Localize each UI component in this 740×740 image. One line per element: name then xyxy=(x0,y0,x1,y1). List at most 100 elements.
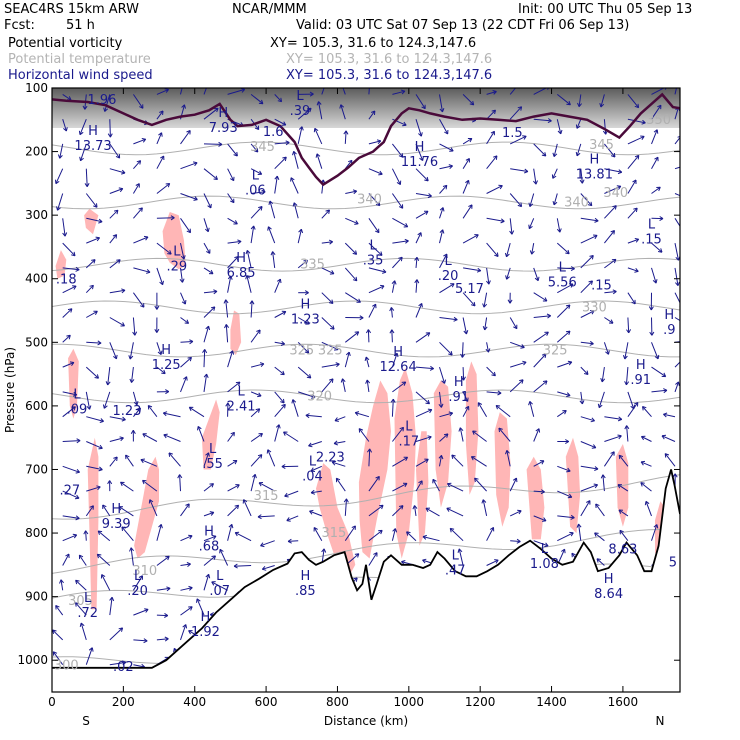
wind-arrow xyxy=(86,237,100,244)
wind-arrowhead xyxy=(351,525,356,530)
wind-arrow xyxy=(62,465,80,473)
wind-arrowhead xyxy=(94,374,99,379)
wind-arrow xyxy=(462,158,470,169)
wind-arrowhead xyxy=(380,284,385,290)
wind-arrow xyxy=(506,450,511,467)
wind-arrowhead xyxy=(565,330,571,336)
wind-arrowhead xyxy=(266,449,272,454)
wind-arrowhead xyxy=(213,175,218,180)
wind-arrowhead xyxy=(116,259,121,264)
wind-arrowhead xyxy=(259,362,265,367)
wind-arrow xyxy=(305,414,322,418)
wind-arrowhead xyxy=(399,426,404,432)
wind-arrowhead xyxy=(209,483,214,488)
wind-arrow xyxy=(342,378,346,393)
wind-arrowhead xyxy=(233,151,238,157)
wind-arrow xyxy=(156,217,175,219)
pv-region xyxy=(494,412,511,527)
wind-arrowhead xyxy=(121,416,126,422)
wind-arrowhead xyxy=(228,523,234,529)
wind-arrowhead xyxy=(657,104,662,110)
wind-arrowhead xyxy=(541,152,547,157)
extremum-type: H xyxy=(589,152,599,167)
wind-arrow xyxy=(578,523,582,541)
wind-arrowhead xyxy=(159,280,164,286)
wind-arrow xyxy=(156,614,168,617)
wind-arrowhead xyxy=(443,433,449,438)
wind-arrowhead xyxy=(96,485,101,491)
wind-arrow xyxy=(617,484,629,492)
wind-arrowhead xyxy=(316,101,322,106)
wind-arrowhead xyxy=(256,329,261,334)
wind-arrowhead xyxy=(448,164,453,169)
pv-region xyxy=(87,437,99,610)
wind-arrowhead xyxy=(663,388,668,394)
wind-arrowhead xyxy=(93,203,98,208)
wind-arrowhead xyxy=(79,622,85,628)
wind-arrowhead xyxy=(206,249,211,254)
wind-arrow xyxy=(557,532,574,542)
wind-arrowhead xyxy=(120,322,125,327)
wind-arrowhead xyxy=(188,606,193,611)
wind-arrowhead xyxy=(544,331,549,336)
wind-arrowhead xyxy=(254,125,260,131)
wind-arrowhead xyxy=(417,232,422,237)
wind-arrowhead xyxy=(470,456,476,461)
wind-arrowhead xyxy=(161,369,166,375)
wind-arrow xyxy=(392,505,404,517)
wind-arrow xyxy=(439,229,444,244)
wind-arrow xyxy=(498,427,511,442)
wind-arrow xyxy=(86,310,98,318)
wind-arrow xyxy=(75,602,87,616)
wind-arrow xyxy=(203,535,217,542)
wind-arrowhead xyxy=(552,152,558,157)
wind-arrowhead xyxy=(219,548,224,554)
wind-arrow xyxy=(251,191,266,194)
wind-arrow xyxy=(250,454,263,467)
wind-arrow xyxy=(510,341,525,348)
wind-arrowhead xyxy=(529,250,535,255)
wind-arrowhead xyxy=(307,107,312,113)
wind-arrow xyxy=(62,406,76,418)
wind-arrowhead xyxy=(634,154,640,160)
wind-arrow xyxy=(203,555,216,566)
wind-arrowhead xyxy=(661,434,667,440)
wind-arrowhead xyxy=(439,207,445,212)
wind-arrowhead xyxy=(586,500,591,505)
wind-arrowhead xyxy=(118,506,124,511)
wind-arrowhead xyxy=(442,184,448,190)
wind-arrow xyxy=(227,504,239,517)
wind-arrowhead xyxy=(354,553,360,558)
wind-arrow xyxy=(580,193,593,207)
valid-time: Valid: 03 UTC Sat 07 Sep 13 (22 CDT Fri … xyxy=(296,18,630,33)
wind-arrowhead xyxy=(596,558,602,563)
wind-arrowhead xyxy=(642,406,647,411)
extremum-type: H xyxy=(201,610,211,625)
x-tick-label: 800 xyxy=(326,695,349,709)
wind-arrow xyxy=(62,285,77,294)
wind-arrow xyxy=(449,528,464,542)
wind-arrowhead xyxy=(632,179,637,184)
extremum-type: L xyxy=(173,245,181,260)
wind-arrowhead xyxy=(352,250,358,255)
wind-arrowhead xyxy=(313,527,318,532)
wind-arrowhead xyxy=(185,503,190,508)
wind-arrow xyxy=(462,367,465,381)
wind-arrowhead xyxy=(587,201,593,207)
wind-arrow xyxy=(674,136,680,145)
wind-arrow xyxy=(533,331,549,343)
wind-arrow xyxy=(580,310,595,318)
wind-arrowhead xyxy=(680,358,684,362)
field-name-pv: Potential vorticity xyxy=(8,36,123,51)
wind-arrowhead xyxy=(605,350,610,355)
wind-arrow xyxy=(267,226,276,244)
wind-arrowhead xyxy=(519,379,524,384)
wind-arrow xyxy=(156,183,171,194)
y-axis-label: Pressure (hPa) xyxy=(3,347,17,433)
wind-arrowhead xyxy=(358,428,364,433)
wind-arrowhead xyxy=(561,548,566,554)
wind-arrowhead xyxy=(207,78,211,82)
wind-arrow xyxy=(510,540,521,542)
